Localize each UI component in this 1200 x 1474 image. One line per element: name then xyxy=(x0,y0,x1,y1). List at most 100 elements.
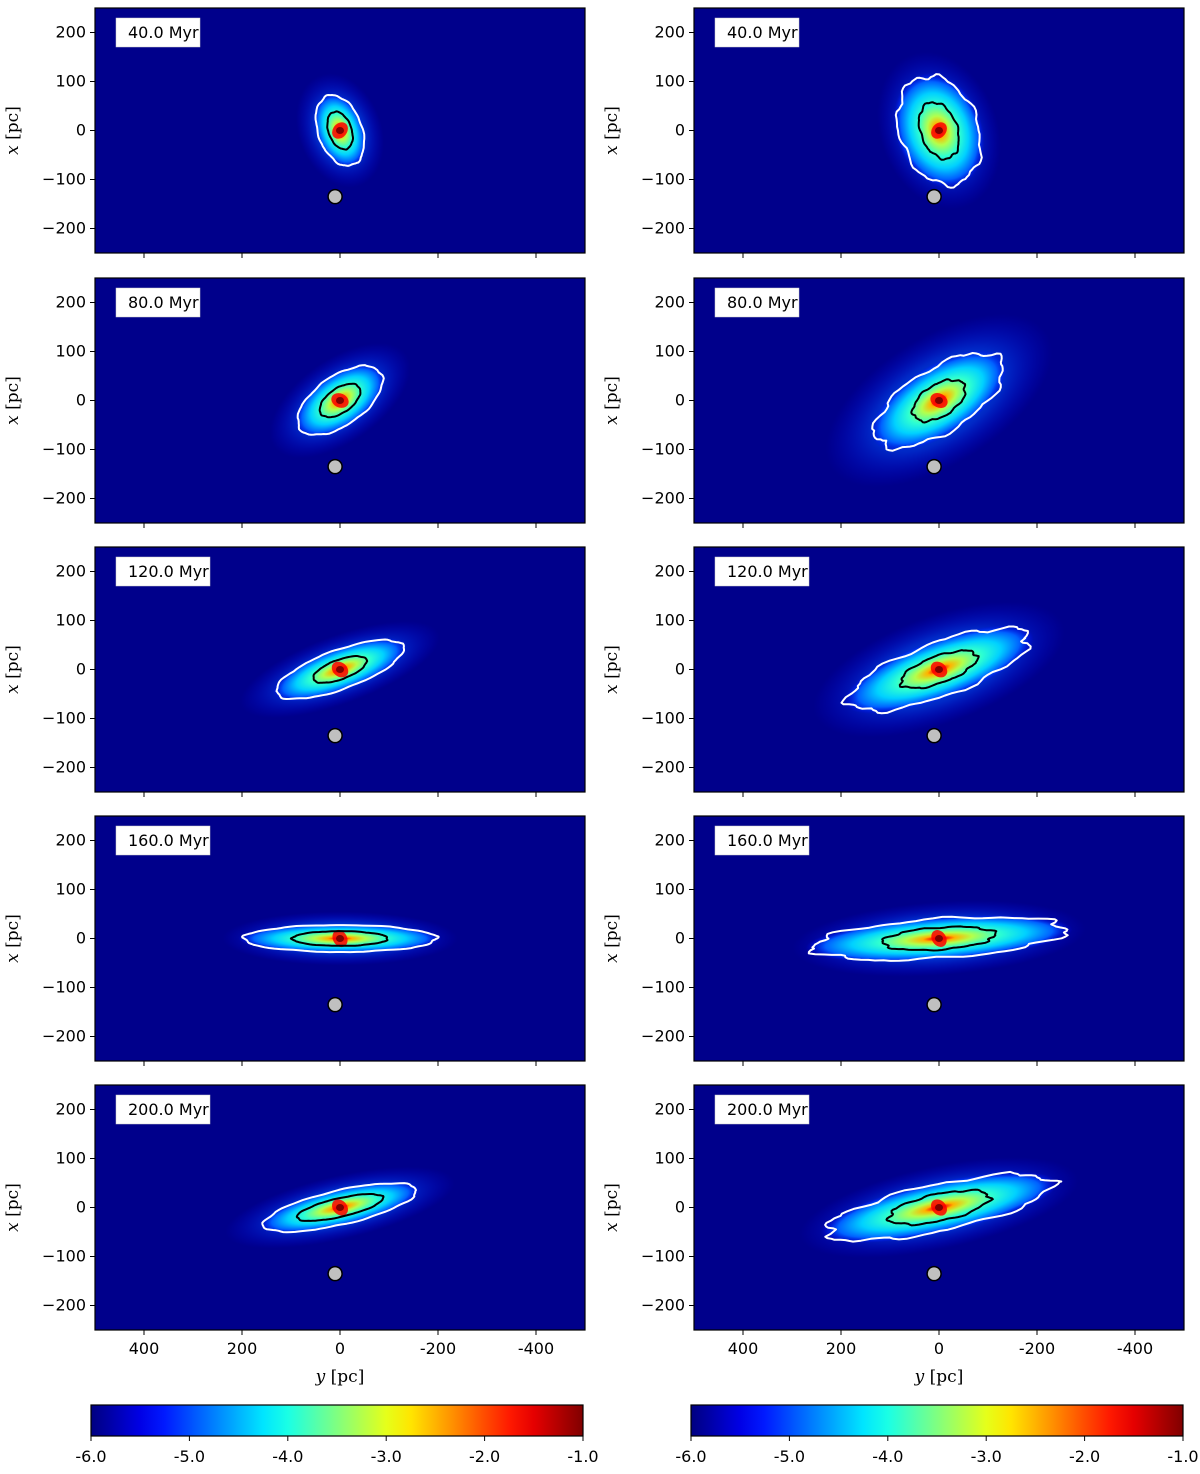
time-label-text: 160.0 Myr xyxy=(128,831,209,850)
inner-contour xyxy=(898,649,980,690)
y-tick-label: −100 xyxy=(42,170,86,189)
y-tick-label: 100 xyxy=(654,880,685,899)
y-tick-label: 100 xyxy=(55,1149,86,1168)
outer-contour xyxy=(261,1182,417,1234)
density-peak xyxy=(336,397,344,404)
y-axis-label: x [pc] xyxy=(3,106,23,155)
y-tick-label: 100 xyxy=(55,342,86,361)
colorbar-tick-label: -5.0 xyxy=(774,1447,805,1466)
y-tick-label: 200 xyxy=(654,562,685,581)
panel-left-2: 80.0 Myr 200 100 0 −100 −200 x [pc] xyxy=(3,277,586,528)
density-peak xyxy=(935,666,943,673)
density-peak xyxy=(935,1204,943,1211)
colorbar-tick-label: -3.0 xyxy=(971,1447,1002,1466)
y-tick-label: 200 xyxy=(654,293,685,312)
density-peak xyxy=(336,935,344,942)
x-axis-label: y [pc] xyxy=(315,1367,365,1387)
density-peak xyxy=(336,666,344,673)
panels-grid: 40.0 Myr 200 100 0 −100 −200 x [pc] 80.0 Myr 200… xyxy=(3,7,1185,1387)
y-tick-label: −100 xyxy=(42,440,86,459)
y-tick-label: −200 xyxy=(42,758,86,777)
y-axis-label: x [pc] xyxy=(3,914,23,963)
colorbar-tick-label: -1.0 xyxy=(567,1447,598,1466)
y-axis-label: x [pc] xyxy=(602,645,622,694)
panel-right-2: 80.0 Myr 200 100 0 −100 −200 x [pc] xyxy=(602,277,1185,528)
y-tick-label: −100 xyxy=(641,170,685,189)
colorbar-tick-label: -2.0 xyxy=(1069,1447,1100,1466)
time-label-text: 40.0 Myr xyxy=(727,23,798,42)
inner-contour xyxy=(312,655,369,684)
colorbar-tick-label: -4.0 xyxy=(872,1447,903,1466)
y-tick-label: 100 xyxy=(55,880,86,899)
time-label-text: 80.0 Myr xyxy=(727,293,798,312)
y-tick-label: −200 xyxy=(42,1027,86,1046)
inner-contour xyxy=(318,382,362,419)
marker xyxy=(926,188,942,205)
colorbar-tick-label: -4.0 xyxy=(272,1447,303,1466)
x-tick-label: -400 xyxy=(518,1339,554,1358)
y-tick-label: −100 xyxy=(641,440,685,459)
y-tick-label: −100 xyxy=(641,1247,685,1266)
time-label: 120.0 Myr xyxy=(714,556,810,587)
x-tick-label: 400 xyxy=(728,1339,759,1358)
y-tick-label: 200 xyxy=(55,293,86,312)
colorbar-tick-label: -1.0 xyxy=(1167,1447,1198,1466)
marker xyxy=(926,996,942,1013)
colorbar-left: -6.0 -5.0 -4.0 -3.0 -2.0 -1.0 xyxy=(75,1404,599,1466)
y-tick-label: 100 xyxy=(55,611,86,630)
colorbar-right: -6.0 -5.0 -4.0 -3.0 -2.0 -1.0 xyxy=(675,1404,1199,1466)
y-tick-label: 0 xyxy=(76,121,86,140)
time-label-text: 120.0 Myr xyxy=(727,562,808,581)
colorbar-tick-label: -6.0 xyxy=(675,1447,706,1466)
x-tick-label: 0 xyxy=(335,1339,345,1358)
colorbar-tick-label: -5.0 xyxy=(174,1447,205,1466)
y-tick-label: 0 xyxy=(76,660,86,679)
time-label: 160.0 Myr xyxy=(714,825,810,856)
time-label-text: 80.0 Myr xyxy=(128,293,199,312)
marker xyxy=(926,1265,942,1282)
y-tick-label: 0 xyxy=(675,929,685,948)
time-label-text: 200.0 Myr xyxy=(128,1100,209,1119)
y-tick-label: 0 xyxy=(76,1198,86,1217)
outer-contour xyxy=(296,364,385,436)
y-tick-label: 200 xyxy=(654,1100,685,1119)
y-axis-label: x [pc] xyxy=(3,376,23,425)
inner-contour xyxy=(295,1193,385,1222)
y-tick-label: −100 xyxy=(42,709,86,728)
outer-contour xyxy=(824,1170,1063,1243)
marker xyxy=(926,727,942,744)
time-label-text: 160.0 Myr xyxy=(727,831,808,850)
inner-contour xyxy=(326,110,354,151)
time-label: 40.0 Myr xyxy=(714,17,800,48)
x-tick-label: 0 xyxy=(934,1339,944,1358)
time-label-text: 120.0 Myr xyxy=(128,562,209,581)
density-peak xyxy=(935,397,943,404)
y-tick-label: −200 xyxy=(641,758,685,777)
density-peak xyxy=(935,127,943,134)
y-tick-label: −200 xyxy=(42,1296,86,1315)
panel-right-1: 40.0 Myr 200 100 0 −100 −200 x [pc] xyxy=(602,7,1185,258)
colorbar-tick-label: -2.0 xyxy=(469,1447,500,1466)
outer-contour xyxy=(275,638,405,700)
x-tick-label: -400 xyxy=(1117,1339,1153,1358)
y-axis-label: x [pc] xyxy=(3,645,23,694)
time-label-text: 200.0 Myr xyxy=(727,1100,808,1119)
outer-contour xyxy=(314,94,366,167)
y-tick-label: 0 xyxy=(675,1198,685,1217)
y-tick-label: −200 xyxy=(641,219,685,238)
time-label: 80.0 Myr xyxy=(714,287,800,318)
y-tick-label: 200 xyxy=(55,831,86,850)
y-tick-label: 100 xyxy=(654,1149,685,1168)
y-tick-label: 0 xyxy=(76,929,86,948)
time-label-text: 40.0 Myr xyxy=(128,23,199,42)
y-tick-label: −200 xyxy=(641,1027,685,1046)
time-label: 160.0 Myr xyxy=(115,825,211,856)
inner-contour xyxy=(881,925,998,952)
marker xyxy=(327,727,343,744)
panel-right-5: 200.0 Myr 200 100 0 −100 −200 x [pc] 400 200 0 -20… xyxy=(602,1084,1185,1387)
outer-contour xyxy=(840,625,1032,715)
marker xyxy=(327,188,343,205)
y-axis-label: x [pc] xyxy=(3,1183,23,1232)
time-label: 200.0 Myr xyxy=(115,1094,211,1125)
panel-right-4: 160.0 Myr 200 100 0 −100 −200 x [pc] xyxy=(602,815,1185,1066)
